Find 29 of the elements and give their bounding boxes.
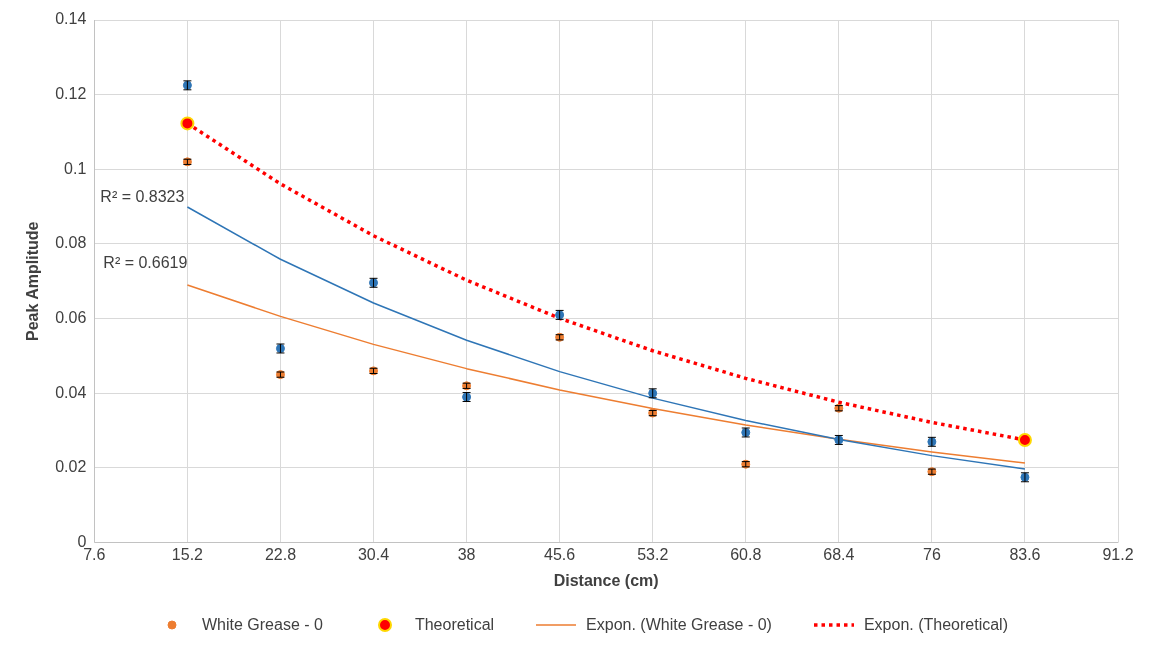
y-tick-label: 0 bbox=[77, 533, 87, 551]
x-axis-title: Distance (cm) bbox=[553, 571, 659, 589]
x-tick-label: 91.2 bbox=[1102, 545, 1134, 563]
x-tick-label: 60.8 bbox=[730, 545, 762, 563]
annotation: R² = 0.8323 bbox=[100, 188, 185, 206]
legend-label: Expon. (Theoretical) bbox=[863, 616, 1008, 634]
y-tick-label: 0.08 bbox=[55, 234, 87, 252]
point bbox=[1017, 432, 1032, 447]
legend-label: White Grease - 0 bbox=[202, 616, 323, 634]
x-tick-label: 53.2 bbox=[637, 545, 669, 563]
point bbox=[180, 116, 195, 131]
annotation: R² = 0.6619 bbox=[103, 254, 188, 272]
x-tick-label: 76 bbox=[922, 545, 941, 563]
y-tick-label: 0.1 bbox=[64, 159, 87, 177]
x-tick-label: 15.2 bbox=[171, 545, 204, 563]
x-tick-label: 45.6 bbox=[544, 545, 576, 563]
y-tick-label: 0.12 bbox=[55, 85, 87, 103]
y-tick-label: 0.04 bbox=[55, 383, 87, 401]
x-tick-label: 83.6 bbox=[1009, 545, 1041, 563]
legend-label: Theoretical bbox=[414, 616, 495, 634]
x-tick-label: 22.8 bbox=[264, 545, 297, 563]
x-tick-label: 68.4 bbox=[823, 545, 855, 563]
legend-label: Expon. (White Grease - 0) bbox=[586, 616, 772, 634]
y-tick-label: 0.14 bbox=[55, 10, 87, 28]
y-tick-label: 0.02 bbox=[55, 458, 87, 476]
x-tick-label: 38 bbox=[457, 545, 476, 563]
y-axis-title: Peak Amplitude bbox=[24, 221, 42, 342]
x-tick-label: 30.4 bbox=[357, 545, 390, 563]
y-tick-label: 0.06 bbox=[55, 309, 87, 327]
